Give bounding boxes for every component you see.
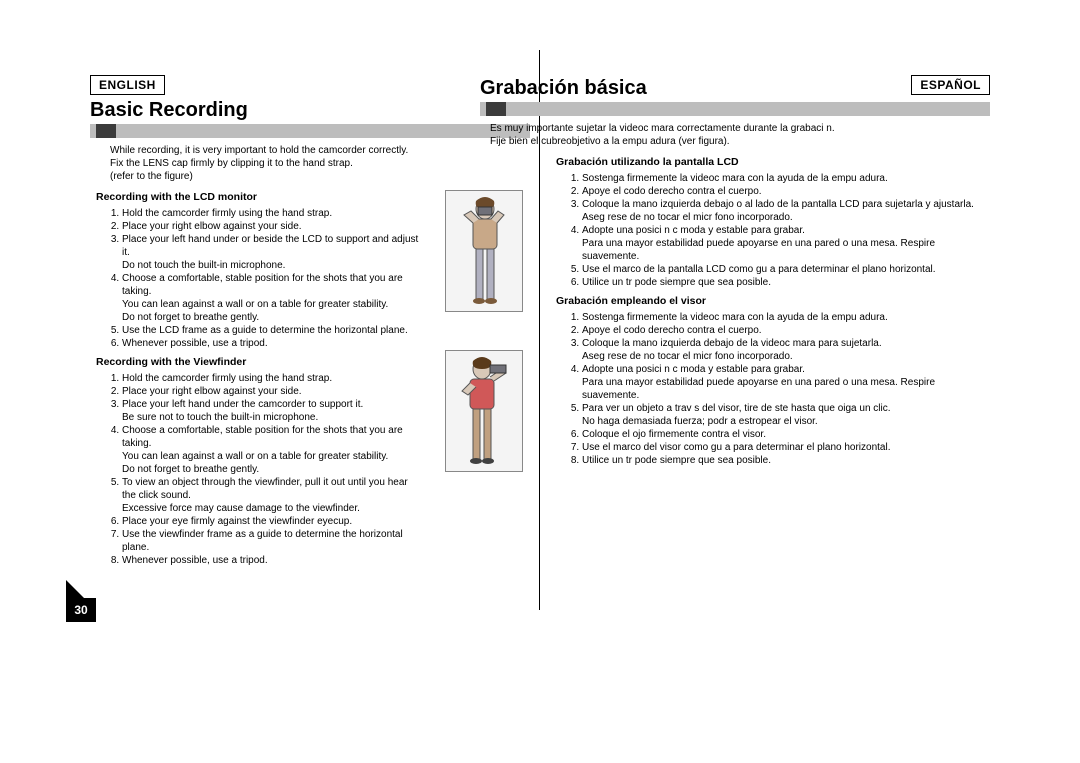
list-item: Place your right elbow against your side… xyxy=(122,220,420,233)
intro-line: Fije bien el cubreobjetivo a la empu adu… xyxy=(490,136,730,147)
steps-list: Sostenga firmemente la videoc mara con l… xyxy=(550,172,990,289)
list-item: Utilice un tr pode siempre que sea posib… xyxy=(582,454,990,467)
section-heading: Grabación utilizando la pantalla LCD xyxy=(556,156,990,168)
intro-spanish: Es muy importante sujetar la videoc mara… xyxy=(490,122,990,148)
lang-label-spanish: ESPAÑOL xyxy=(911,75,990,95)
list-item: Use el marco de la pantalla LCD como gu … xyxy=(582,263,990,276)
list-item: Sostenga firmemente la videoc mara con l… xyxy=(582,311,990,324)
intro-line: While recording, it is very important to… xyxy=(110,145,408,156)
page-title-english: Basic Recording xyxy=(90,99,530,122)
intro-line: (refer to the figure) xyxy=(110,171,193,182)
figure-lcd xyxy=(445,190,523,312)
list-item: Coloque la mano izquierda debajo de la v… xyxy=(582,337,990,363)
list-item: Apoye el codo derecho contra el cuerpo. xyxy=(582,324,990,337)
list-item: Hold the camcorder firmly using the hand… xyxy=(122,207,420,220)
list-item: Coloque el ojo firmemente contra el viso… xyxy=(582,428,990,441)
intro-line: Es muy importante sujetar la videoc mara… xyxy=(490,123,835,134)
list-item: Apoye el codo derecho contra el cuerpo. xyxy=(582,185,990,198)
list-item: Adopte una posici n c moda y estable par… xyxy=(582,363,990,402)
list-item: Utilice un tr pode siempre que sea posib… xyxy=(582,276,990,289)
page-number-triangle xyxy=(66,580,84,598)
title-bar-spanish xyxy=(480,102,990,116)
list-item: Place your right elbow against your side… xyxy=(122,385,420,398)
list-item: Whenever possible, use a tripod. xyxy=(122,554,420,567)
list-item: Choose a comfortable, stable position fo… xyxy=(122,424,420,476)
spanish-column: ESPAÑOL Grabación básica xyxy=(540,75,1000,625)
list-item: Use the LCD frame as a guide to determin… xyxy=(122,324,420,337)
list-item: Place your eye firmly against the viewfi… xyxy=(122,515,420,528)
list-item: To view an object through the viewfinder… xyxy=(122,476,420,515)
list-item: Place your left hand under or beside the… xyxy=(122,233,420,272)
title-bar-english xyxy=(90,124,530,138)
list-item: Whenever possible, use a tripod. xyxy=(122,337,420,350)
intro-english: While recording, it is very important to… xyxy=(110,144,530,183)
list-item: Coloque la mano izquierda debajo o al la… xyxy=(582,198,990,224)
list-item: Adopte una posici n c moda y estable par… xyxy=(582,224,990,263)
list-item: Hold the camcorder firmly using the hand… xyxy=(122,372,420,385)
list-item: Place your left hand under the camcorder… xyxy=(122,398,420,424)
list-item: Sostenga firmemente la videoc mara con l… xyxy=(582,172,990,185)
list-item: Para ver un objeto a trav s del visor, t… xyxy=(582,402,990,428)
manual-page: ENGLISH Basic Recording While recording,… xyxy=(80,75,1000,625)
lang-label-english: ENGLISH xyxy=(90,75,165,95)
list-item: Use el marco del visor como gu a para de… xyxy=(582,441,990,454)
list-item: Use the viewfinder frame as a guide to d… xyxy=(122,528,420,554)
section-heading: Grabación empleando el visor xyxy=(556,295,990,307)
person-viewfinder-icon xyxy=(446,351,524,473)
list-item: Choose a comfortable, stable position fo… xyxy=(122,272,420,324)
figure-viewfinder xyxy=(445,350,523,472)
person-lcd-icon xyxy=(446,191,524,313)
intro-line: Fix the LENS cap firmly by clipping it t… xyxy=(110,158,353,169)
page-number: 30 xyxy=(66,598,96,622)
steps-list: Sostenga firmemente la videoc mara con l… xyxy=(550,311,990,467)
